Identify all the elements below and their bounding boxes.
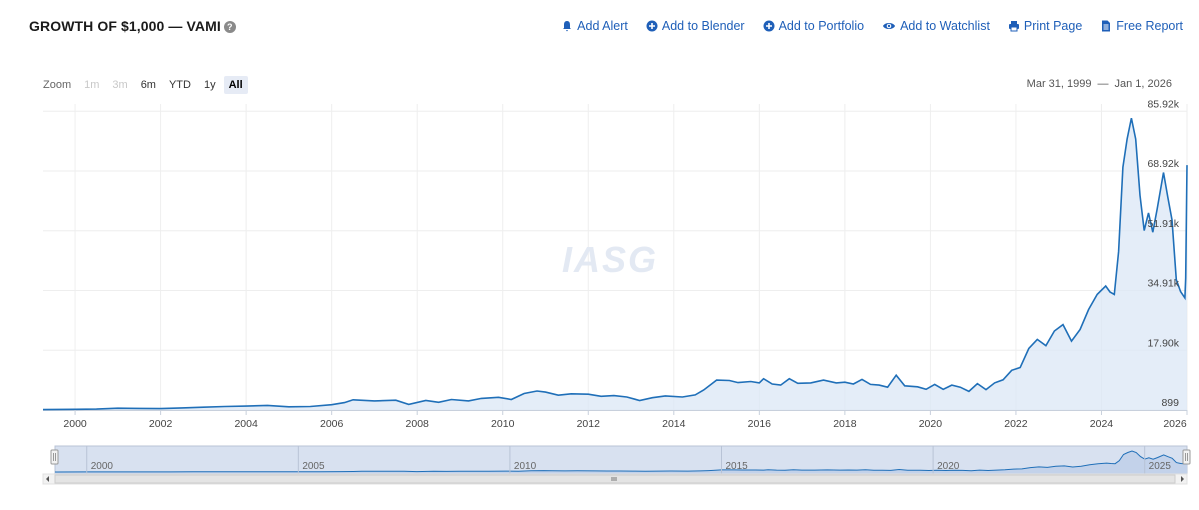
x-axis: 2000 2002 2004 2006 2008 2010 2012 2014 2016 2018… — [63, 410, 1188, 430]
scroll-right-arrow[interactable] — [1181, 476, 1184, 482]
add-to-watchlist-label: Add to Watchlist — [900, 19, 990, 33]
eye-icon — [883, 23, 896, 29]
navigator-label: 2025 — [1149, 461, 1172, 472]
x-tick-label: 2008 — [406, 418, 430, 430]
range-to[interactable]: Jan 1, 2026 — [1114, 78, 1173, 90]
navigator-label: 2000 — [91, 461, 114, 472]
x-tick-label: 2010 — [491, 418, 515, 430]
y-tick-label: 68.92k — [1147, 158, 1179, 170]
navigator-label: 2020 — [937, 461, 960, 472]
y-axis: 899 17.90k 34.91k 51.91k 68.92k 85.92k — [1147, 98, 1179, 409]
navigator-label: 2015 — [726, 461, 749, 472]
y-tick-label: 34.91k — [1147, 278, 1179, 290]
zoom-button-1m[interactable]: 1m — [84, 79, 100, 91]
x-tick-label: 2000 — [63, 418, 87, 430]
navigator-area — [55, 451, 1187, 474]
zoom-button-all[interactable]: All — [223, 76, 248, 94]
navigator-label: 2010 — [514, 461, 537, 472]
print-page-label: Print Page — [1023, 19, 1083, 33]
zoom-button-3m[interactable]: 3m — [112, 79, 128, 91]
x-tick-label: 2016 — [748, 418, 772, 430]
add-alert-link[interactable]: Add Alert — [561, 19, 628, 33]
zoom-label: Zoom — [43, 79, 72, 91]
scrollbar-thumb[interactable] — [54, 474, 1176, 484]
watermark-logo: IASG — [562, 239, 658, 280]
chart-header: GROWTH OF $1,000 — VAMI? Add Alert Add t… — [0, 0, 1199, 52]
printer-icon — [1008, 21, 1019, 32]
add-to-blender-label: Add to Blender — [661, 19, 745, 33]
add-to-portfolio-link[interactable]: Add to Portfolio — [763, 19, 864, 33]
navigator-label: 2005 — [302, 461, 325, 472]
add-alert-label: Add Alert — [577, 19, 628, 33]
help-icon[interactable]: ? — [223, 21, 236, 33]
x-tick-label: 2020 — [919, 418, 943, 430]
y-tick-label: 51.91k — [1147, 218, 1179, 230]
bell-icon — [563, 21, 572, 32]
series-line[interactable] — [42, 117, 1188, 411]
chart-title-text: GROWTH OF $1,000 — VAMI — [29, 18, 221, 34]
document-icon — [1102, 20, 1111, 32]
navigator[interactable]: 2000 2005 2010 2015 2020 2025 — [42, 445, 1191, 485]
chart-title: GROWTH OF $1,000 — VAMI? — [29, 18, 236, 34]
y-tick-label: 85.92k — [1147, 98, 1179, 110]
add-to-portfolio-label: Add to Portfolio — [778, 19, 865, 33]
plus-circle-icon — [646, 20, 658, 32]
x-tick-label: 2024 — [1090, 418, 1114, 430]
plus-circle-icon — [763, 20, 775, 32]
range-from[interactable]: Mar 31, 1999 — [1026, 78, 1092, 90]
series-area — [43, 118, 1187, 410]
x-tick-label: 2022 — [1004, 418, 1028, 430]
x-tick-label: 2018 — [833, 418, 857, 430]
add-to-blender-link[interactable]: Add to Blender — [646, 19, 745, 33]
y-tick-label: 899 — [1161, 397, 1179, 409]
zoom-button-6m[interactable]: 6m — [140, 79, 156, 91]
add-to-watchlist-link[interactable]: Add to Watchlist — [882, 19, 990, 33]
x-tick-label: 2004 — [234, 418, 258, 430]
date-range: Mar 31, 1999 — Jan 1, 2026 — [1024, 78, 1175, 90]
x-tick-label: 2006 — [320, 418, 344, 430]
navigator-right-handle[interactable] — [1182, 449, 1191, 465]
free-report-label: Free Report — [1116, 19, 1183, 33]
scroll-left-arrow[interactable] — [46, 476, 49, 482]
zoom-button-ytd[interactable]: YTD — [168, 79, 191, 91]
x-tick-label: 2014 — [662, 418, 686, 430]
zoom-selector: Zoom 1m 3m 6m YTD 1y All — [43, 76, 251, 94]
zoom-button-1y[interactable]: 1y — [203, 79, 216, 91]
x-tick-label: 2012 — [577, 418, 601, 430]
x-tick-label: 2026 — [1163, 418, 1187, 430]
navigator-left-handle[interactable] — [50, 449, 59, 465]
free-report-link[interactable]: Free Report — [1100, 19, 1183, 33]
print-page-link[interactable]: Print Page — [1008, 19, 1082, 33]
y-tick-label: 17.90k — [1147, 337, 1179, 349]
action-toolbar: Add Alert Add to Blender Add to Portfoli… — [561, 19, 1183, 33]
navigator-line — [54, 450, 1188, 473]
x-tick-label: 2002 — [149, 418, 173, 430]
range-separator: — — [1097, 78, 1109, 90]
